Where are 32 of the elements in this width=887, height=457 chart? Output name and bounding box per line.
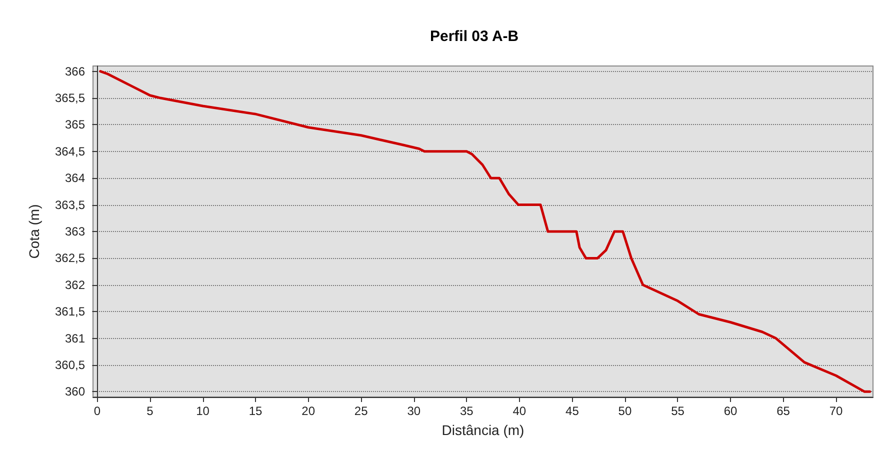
x-tick-label: 55 <box>671 404 685 418</box>
y-tick-label: 365,5 <box>54 91 86 106</box>
chart-title: Perfil 03 A-B <box>430 28 519 45</box>
x-tick-label: 40 <box>512 404 526 418</box>
x-tick-label: 25 <box>354 404 368 418</box>
y-tick-label: 361,5 <box>54 304 86 319</box>
x-tick-label: 45 <box>566 404 580 418</box>
x-tick-label: 5 <box>146 404 154 418</box>
y-tick-label: 366 <box>64 64 86 78</box>
y-tick-label: 364,5 <box>54 144 86 158</box>
y-tick-label: 360,5 <box>54 358 86 372</box>
x-axis-title: Distância (m) <box>442 422 524 438</box>
y-tick-label: 362,5 <box>54 251 86 266</box>
x-tick-label: 10 <box>196 404 210 418</box>
x-tick-label: 65 <box>776 404 790 418</box>
x-tick-label: 20 <box>302 404 316 418</box>
x-tick-label: 60 <box>724 404 738 418</box>
y-tick-label: 360 <box>64 384 86 399</box>
y-tick-label: 362 <box>64 278 86 292</box>
y-tick-label: 365 <box>64 118 86 132</box>
y-tick-label: 361 <box>64 331 86 346</box>
x-tick-label: 30 <box>407 404 421 418</box>
x-tick-label: 15 <box>248 404 263 418</box>
y-tick-label: 363,5 <box>54 198 86 212</box>
y-tick-label: 363 <box>64 224 86 238</box>
y-tick-label: 364 <box>64 171 86 186</box>
x-tick-label: 0 <box>94 404 101 418</box>
x-tick-label: 35 <box>460 404 474 418</box>
x-tick-label: 70 <box>829 404 844 418</box>
line-series <box>99 70 872 393</box>
y-axis-title: Cota (m) <box>26 204 42 259</box>
x-tick-label: 50 <box>618 404 632 418</box>
